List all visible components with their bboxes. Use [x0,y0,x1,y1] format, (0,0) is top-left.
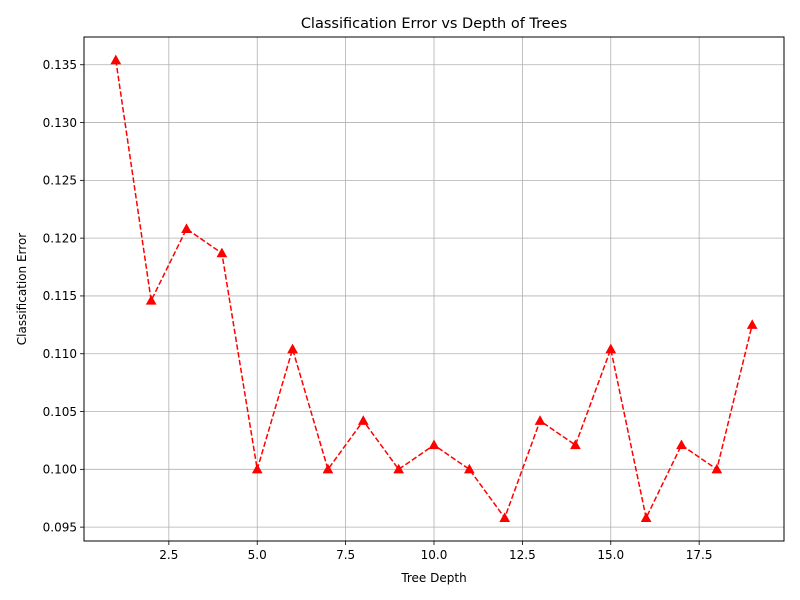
y-tick-label: 0.115 [43,289,77,303]
y-tick-label: 0.125 [43,174,77,188]
data-point [181,223,192,233]
y-tick-label: 0.120 [43,231,77,245]
x-tick-label: 15.0 [597,548,624,562]
x-tick-label: 12.5 [509,548,536,562]
y-tick-label: 0.095 [43,520,77,534]
data-point [145,295,157,305]
data-point [499,512,511,522]
data-point [322,463,334,474]
data-point [711,463,723,474]
y-axis-title: Classification Error [15,233,29,346]
data-point [534,415,546,425]
data-point [216,247,228,258]
data-point [676,439,687,450]
data-point [251,463,263,474]
series-layer [110,54,758,522]
data-point [110,54,122,65]
data-point [357,415,369,425]
data-point [464,463,475,474]
data-point [746,319,758,329]
data-point [605,343,617,354]
grid [84,37,784,541]
y-tick-label: 0.110 [43,347,77,361]
x-tick-label: 5.0 [248,548,267,562]
ticks: 2.5 5.0 7.5 10.0 12.5 15.0 17.5 0.095 0.100 0.105… [43,58,713,562]
x-tick-label: 17.5 [686,548,713,562]
y-tick-label: 0.135 [43,58,77,72]
x-tick-label: 2.5 [159,548,178,562]
data-point [428,439,440,450]
y-tick-label: 0.105 [43,405,77,419]
y-tick-label: 0.130 [43,116,77,130]
data-point [570,439,581,450]
x-axis-title: Tree Depth [400,571,466,585]
y-tick-label: 0.100 [43,463,77,477]
chart-title: Classification Error vs Depth of Trees [301,16,567,32]
x-tick-label: 10.0 [421,548,448,562]
x-tick-label: 7.5 [336,548,355,562]
data-point [640,512,652,522]
data-point [287,343,298,354]
data-point [393,463,404,474]
